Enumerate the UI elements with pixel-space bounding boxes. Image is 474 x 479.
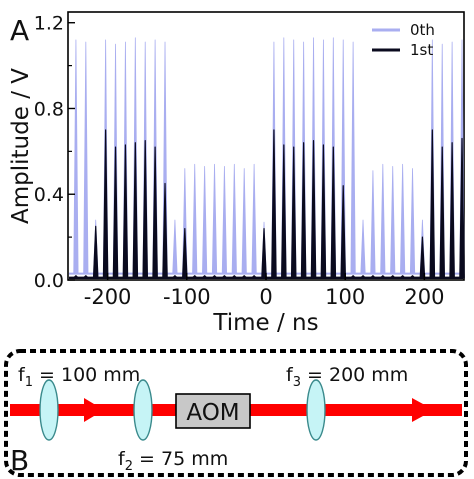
legend: 0th 1st [372,21,435,59]
pulse-peak [419,236,426,279]
pulse-peak [389,275,396,279]
pulse-peak [83,275,89,279]
pulse-peak [162,182,168,279]
pulse-peak [211,163,218,274]
pulse-peak [202,165,208,274]
y-tick-label: 0.4 [34,184,64,206]
lens-f1-label: f1 = 100 mm [18,364,140,390]
pulse-peak [300,142,307,279]
pulse-peak [142,140,149,279]
y-tick-label: 0.8 [34,98,64,120]
lens-f1 [39,379,59,441]
pulse-peak [182,227,188,279]
pulse-peak [211,275,218,279]
pulse-peak [191,275,198,279]
pulse-peak [290,146,297,279]
pulse-peak [152,146,158,279]
x-tick-label: 100 [325,285,365,309]
pulse-peak [281,144,287,279]
pulse-peak [251,163,257,274]
aom-box [175,393,251,429]
pulse-peak [221,275,228,279]
pulse-peak [231,163,237,274]
pulse-peak [399,275,406,279]
pulse-peak [83,41,89,274]
y-tick-label: 0.0 [34,270,64,292]
pulse-peak [400,163,406,274]
pulse-peak [73,275,79,279]
x-axis-label: Time / ns [212,310,318,336]
pulse-peak [73,39,79,274]
x-tick-label: 200 [404,285,444,309]
beam-arrow [412,398,434,422]
series-0th [69,37,465,275]
pulse-peak [449,142,455,279]
lens-f2-label: f2 = 75 mm [118,448,228,474]
pulse-peak [112,146,119,279]
beam-arrow [84,398,104,422]
pulse-peak [231,275,238,279]
pulse-peak [380,275,386,279]
pulse-peak [330,146,337,279]
pulse-peak [92,225,99,279]
pulse-peak [350,275,356,279]
series-1st [69,129,465,280]
pulse-peak [122,144,129,279]
pulse-plot: -200 -100 0 100 200 0.0 0.4 0.8 1.2 A Time / ns… [8,11,465,336]
pulse-peak [192,163,198,274]
pulse-peak [241,275,248,279]
x-tick-label: -200 [84,285,132,309]
x-tick-label: -100 [163,285,211,309]
lens-f3 [306,379,326,441]
pulse-peak [261,227,267,279]
pulse-peak [221,165,228,274]
lens-f2 [133,379,153,441]
pulse-peak [172,219,178,274]
pulse-peak [201,275,208,279]
pulse-peak [132,142,139,279]
pulse-peak [360,275,366,279]
diagram-frame [4,349,468,477]
pulse-peak [409,168,416,274]
pulse-peak [429,129,436,279]
legend-label-0th: 0th [410,21,435,39]
pulse-peak [271,129,277,279]
panel-label-b: B [10,444,29,477]
pulse-peak [241,168,247,274]
y-axis-label: Amplitude / V [8,68,34,224]
pulse-peak [350,41,356,274]
pulse-peak [251,275,257,279]
pulse-peak [370,170,376,274]
pulse-peak [390,165,396,274]
pulse-peak [380,163,386,274]
y-axis: 0.0 0.4 0.8 1.2 [34,13,75,292]
pulse-peak [459,137,465,279]
x-tick-label: 0 [259,285,272,309]
pulse-peak [340,185,347,279]
legend-label-1st: 1st [410,41,433,59]
aom-label: AOM [186,400,239,426]
pulse-peak [102,129,109,279]
y-tick-label: 1.2 [34,13,64,35]
lens-f3-label: f3 = 200 mm [286,364,408,390]
pulse-peak [370,275,376,279]
pulse-peak [172,275,178,279]
pulse-peak [310,140,317,279]
optical-setup-diagram: AOM f1 = 100 mm f2 = 75 mm f3 = 200 mm B [4,349,468,477]
pulse-peak [360,219,366,274]
pulse-peak [439,146,446,279]
pulse-peak [320,144,327,279]
panel-label-a: A [10,14,29,47]
pulse-peak [409,275,416,279]
x-axis: -200 -100 0 100 200 [84,273,444,309]
